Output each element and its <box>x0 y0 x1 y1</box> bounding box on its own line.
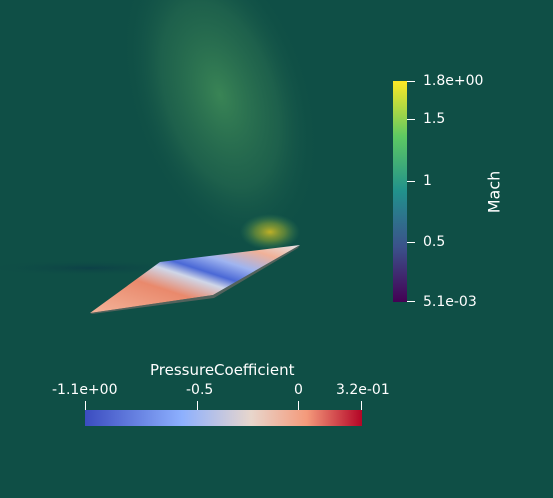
mach-min-label: 5.1e-03 <box>423 294 477 310</box>
pressure-min-label: -1.1e+00 <box>52 382 118 398</box>
mach-tick-1 <box>407 181 415 182</box>
pressure-colorbar <box>85 410 362 426</box>
pressure-max-label: 3.2e-01 <box>336 382 390 398</box>
mach-tick-0-5 <box>407 242 415 243</box>
mach-max-label: 1.8e+00 <box>423 73 484 89</box>
mach-tick-label: 1.5 <box>423 111 446 127</box>
pressure-tick-label: 0 <box>294 382 303 398</box>
shock-plume <box>121 0 319 250</box>
mach-tick-1-5 <box>407 119 415 120</box>
wing-surface <box>90 245 300 313</box>
pressure-tick-min <box>85 401 86 410</box>
high-mach-region <box>240 214 300 250</box>
mach-tick-max <box>407 81 415 82</box>
wing-trailing-edge <box>90 245 300 314</box>
mach-tick-label: 1 <box>423 173 432 189</box>
pressure-tick-max <box>361 401 362 410</box>
mach-tick-label: 0.5 <box>423 234 446 250</box>
mach-legend-title: Mach <box>484 170 504 214</box>
pressure-tick-0 <box>298 401 299 410</box>
pressure-tick-neg-0-5 <box>197 401 198 410</box>
pressure-legend-title: PressureCoefficient <box>150 361 295 379</box>
pressure-tick-label: -0.5 <box>186 382 214 398</box>
mach-colorbar <box>393 81 407 302</box>
mach-tick-min <box>407 301 415 302</box>
